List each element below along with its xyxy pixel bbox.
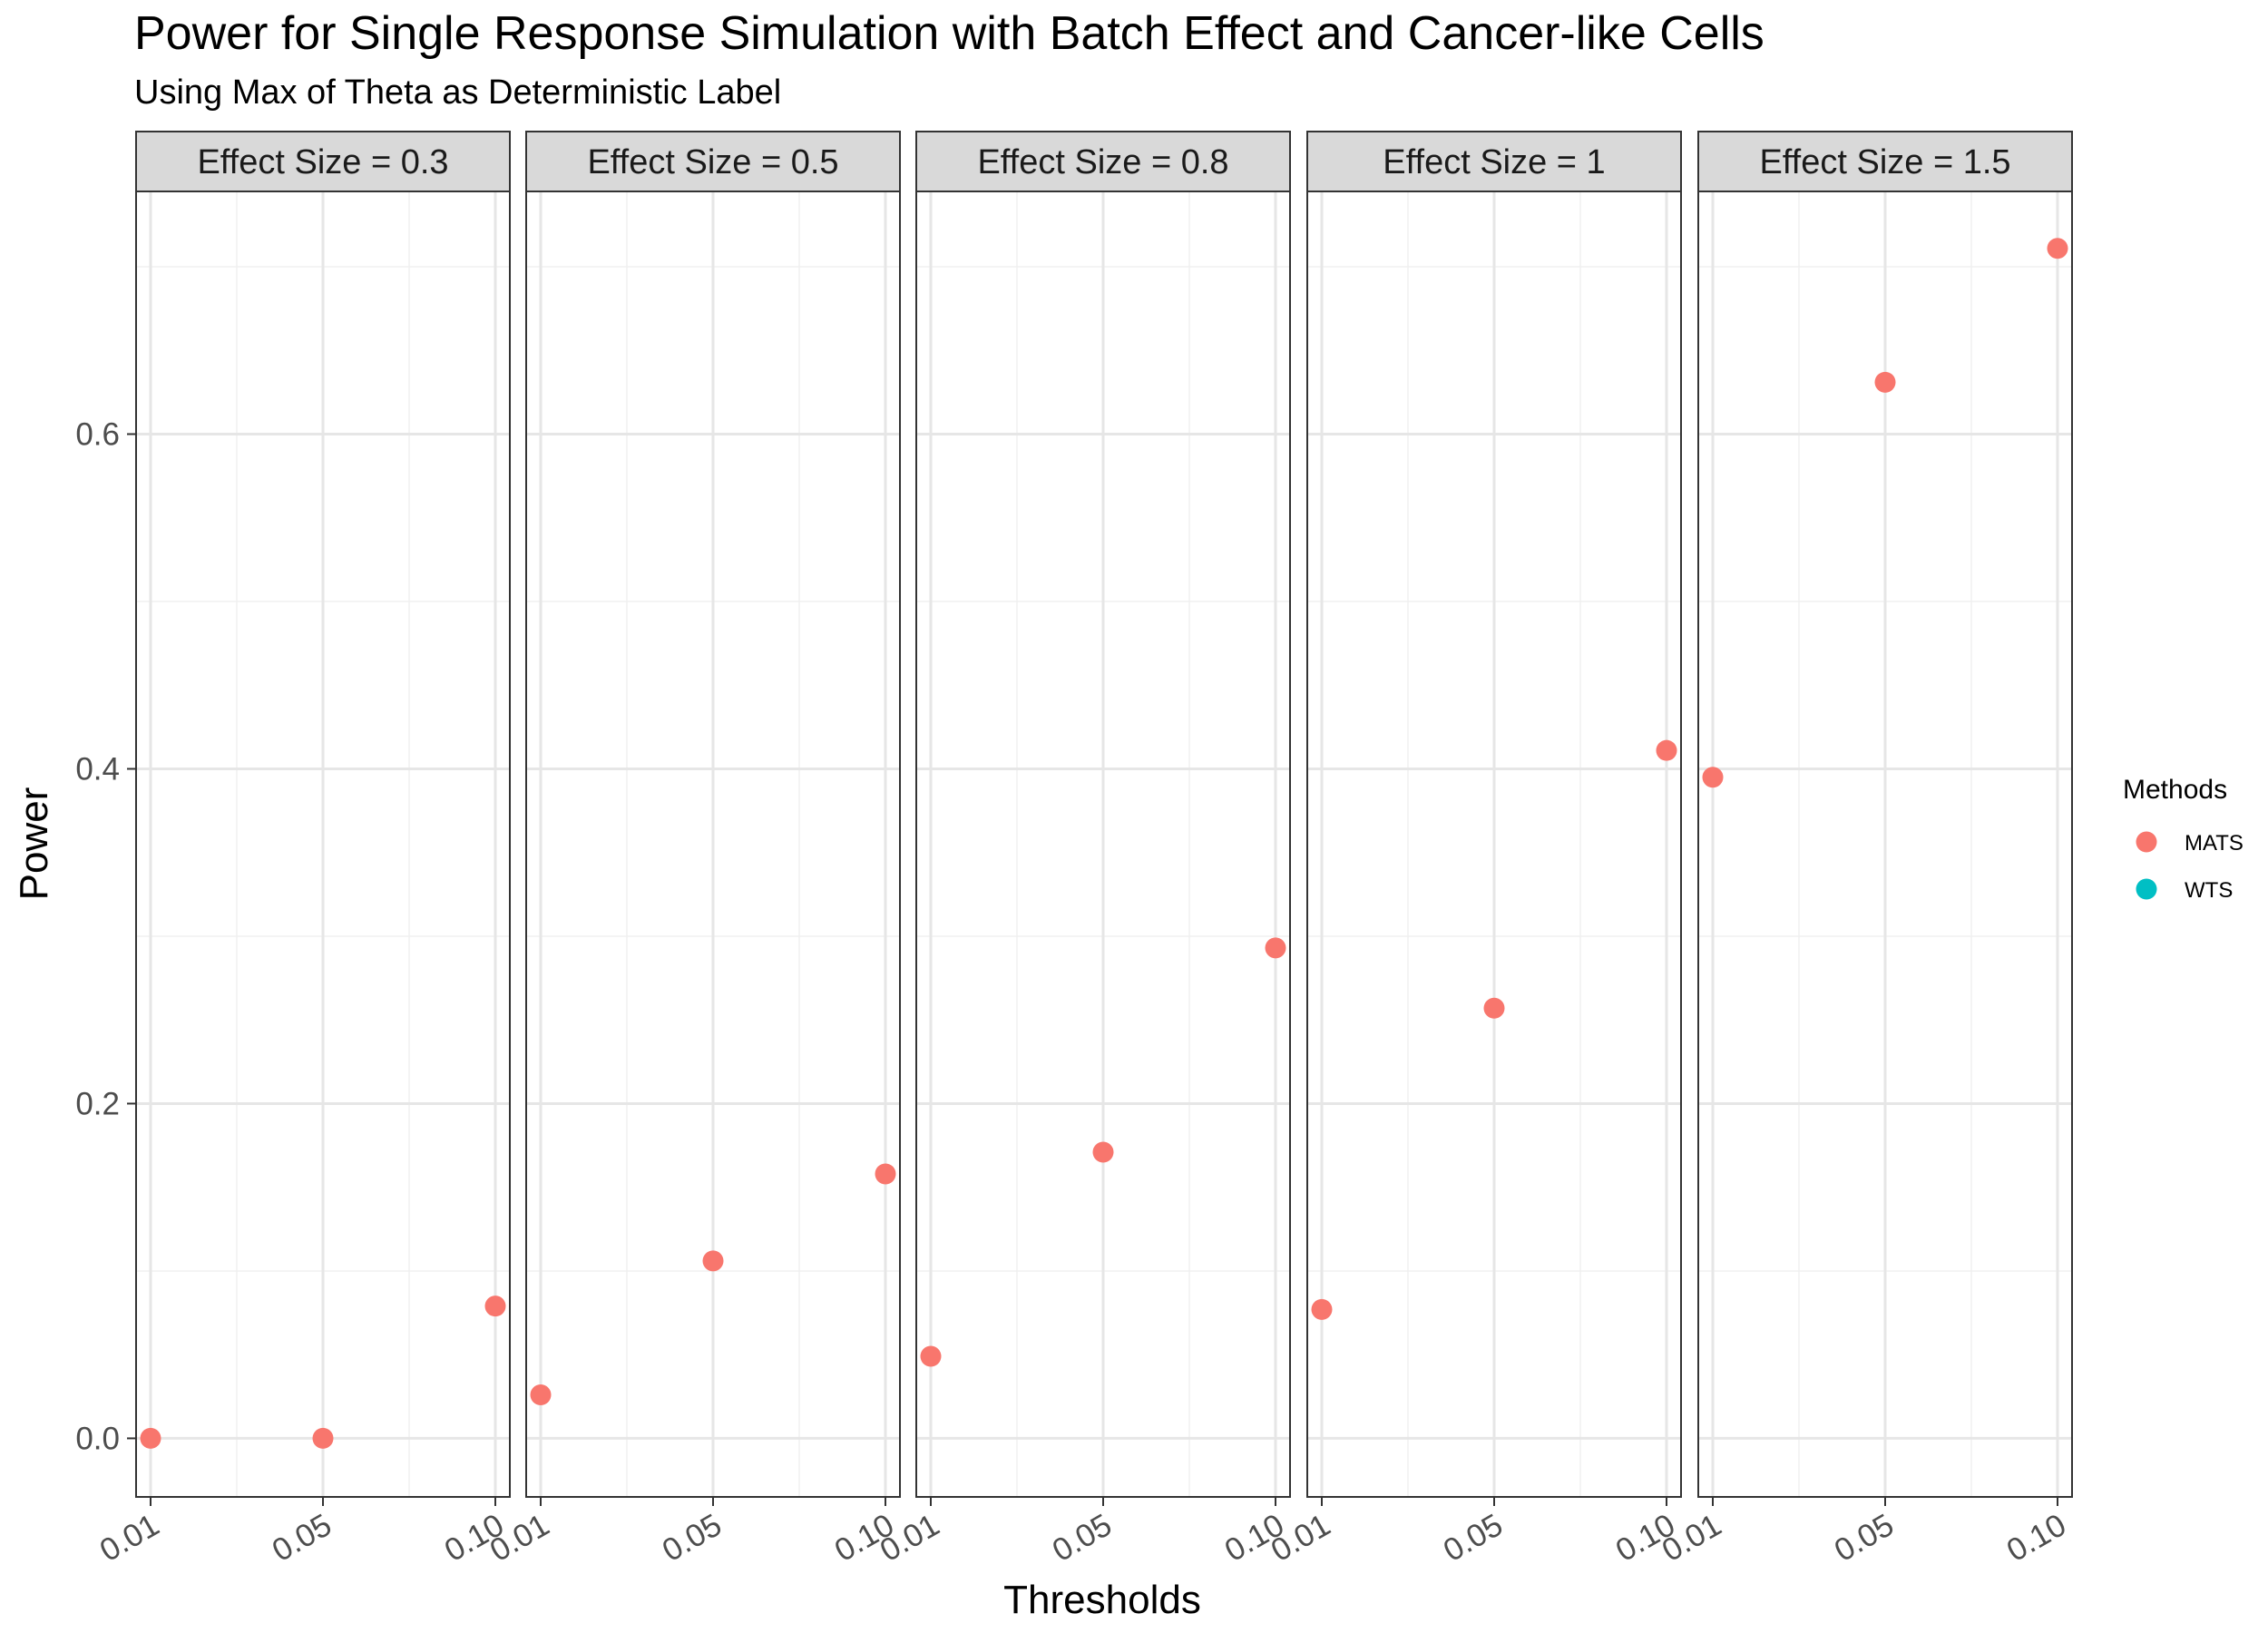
data-point (920, 1345, 942, 1367)
data-point (2047, 238, 2068, 259)
data-point (484, 1296, 506, 1317)
legend-label: MATS (2185, 831, 2244, 856)
data-point (1874, 371, 1896, 393)
facet-panel: Effect Size = 0.80.01 0.05 0.10 (875, 131, 1291, 1569)
legend: Methods MATS WTS (2123, 775, 2244, 903)
facet-strip-label: Effect Size = 0.5 (587, 143, 838, 181)
y-tick-label: 0.2 (75, 1086, 120, 1121)
facet-strip (1306, 131, 1682, 192)
data-point (1265, 937, 1286, 959)
legend-key (2136, 878, 2157, 900)
chart-subtitle: Using Max of Theta as Deterministic Labe… (134, 73, 781, 112)
facet-strip (915, 131, 1291, 192)
data-point (140, 1427, 161, 1449)
facet-strip (525, 131, 901, 192)
data-point (1092, 1141, 1114, 1163)
data-point (1702, 767, 1724, 788)
data-point (1483, 997, 1505, 1019)
legend-label: WTS (2185, 878, 2233, 903)
legend-key (2136, 831, 2157, 853)
data-point (1656, 739, 1677, 761)
chart-title: Power for Single Response Simulation wit… (134, 7, 1765, 60)
facet-strip-label: Effect Size = 1 (1383, 143, 1605, 181)
y-tick-label: 0.4 (75, 751, 120, 787)
facet-strip (135, 131, 511, 192)
facet-strip-label: Effect Size = 0.3 (197, 143, 448, 181)
y-tick-label: 0.6 (75, 417, 120, 453)
facet-strip-label: Effect Size = 1.5 (1759, 143, 2010, 181)
data-point (1311, 1298, 1333, 1320)
y-axis: 0.0 0.2 0.4 0.6 (75, 417, 136, 1456)
facet-strip-label: Effect Size = 0.8 (977, 143, 1228, 181)
y-tick-label: 0.0 (75, 1421, 120, 1456)
y-axis-title: Power (12, 787, 56, 901)
x-axis-title: Thresholds (1003, 1578, 1201, 1622)
data-point (312, 1427, 334, 1449)
data-point (702, 1250, 724, 1272)
facet-panel: Effect Size = 0.50.01 0.05 0.10 (484, 131, 901, 1569)
data-point (530, 1384, 552, 1405)
facet-strip (1697, 131, 2073, 192)
legend-title: Methods (2123, 775, 2227, 805)
data-point (875, 1163, 896, 1185)
